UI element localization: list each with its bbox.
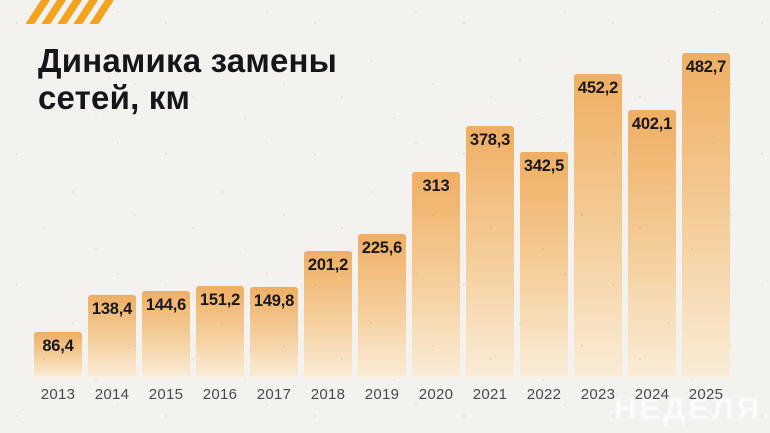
chart-title-line1: Динамика замены (38, 42, 338, 79)
bar-2020: 313 (412, 172, 460, 377)
bar-value-label: 342,5 (523, 157, 565, 175)
bar-chart: 86,4 2013 138,4 2014 144,6 2015 151,2 20… (34, 53, 730, 404)
bar-2023: 452,2 (574, 74, 622, 377)
bar-value-label: 149,8 (253, 292, 295, 310)
striped-brand-logo (25, 0, 114, 24)
bar-column: 86,4 2013 (34, 332, 82, 404)
bar-value-label: 151,2 (199, 291, 241, 309)
bar-2022: 342,5 (520, 152, 568, 377)
bar-column: 342,5 2022 (520, 152, 568, 404)
x-axis-year-label: 2020 (418, 386, 454, 403)
bar-column: 378,3 2021 (466, 126, 514, 404)
bar-column: 149,8 2017 (250, 287, 298, 404)
x-axis-year-label: 2014 (94, 386, 130, 403)
bar-2024: 402,1 (628, 110, 676, 377)
bar-2014: 138,4 (88, 295, 136, 377)
bar-column: 482,7 2025 (682, 53, 730, 404)
bar-2019: 225,6 (358, 234, 406, 377)
bar-column: 144,6 2015 (142, 291, 190, 404)
bar-value-label: 402,1 (631, 115, 673, 133)
chart-title-line2: сетей, км (38, 79, 191, 116)
x-axis-year-label: 2017 (256, 386, 292, 403)
bar-2025: 482,7 (682, 53, 730, 377)
bar-value-label: 482,7 (685, 58, 727, 76)
bar-value-label: 144,6 (145, 296, 187, 314)
x-axis-year-label: 2015 (148, 386, 184, 403)
bar-2013: 86,4 (34, 332, 82, 377)
chart-title: Динамика замены сетей, км (38, 42, 337, 116)
x-axis-year-label: 2025 (688, 386, 724, 403)
bar-value-label: 225,6 (361, 239, 403, 257)
x-axis-year-label: 2013 (40, 386, 76, 403)
bar-column: 402,1 2024 (628, 110, 676, 404)
bar-value-label: 452,2 (577, 79, 619, 97)
bar-value-label: 313 (422, 177, 450, 195)
bar-2018: 201,2 (304, 251, 352, 377)
bar-column: 225,6 2019 (358, 234, 406, 404)
x-axis-year-label: 2024 (634, 386, 670, 403)
watermark: НЕДЕЛЯ (614, 391, 762, 426)
x-axis-year-label: 2019 (364, 386, 400, 403)
bar-2021: 378,3 (466, 126, 514, 377)
x-axis-year-label: 2022 (526, 386, 562, 403)
bar-column: 138,4 2014 (88, 295, 136, 404)
bar-2017: 149,8 (250, 287, 298, 377)
bar-value-label: 86,4 (42, 337, 74, 355)
bar-column: 151,2 2016 (196, 286, 244, 404)
bar-2015: 144,6 (142, 291, 190, 377)
x-axis-year-label: 2016 (202, 386, 238, 403)
bar-2016: 151,2 (196, 286, 244, 377)
bar-value-label: 378,3 (469, 131, 511, 149)
bar-column: 201,2 2018 (304, 251, 352, 404)
x-axis-year-label: 2023 (580, 386, 616, 403)
bar-value-label: 201,2 (307, 256, 349, 274)
bar-column: 313 2020 (412, 172, 460, 404)
bar-value-label: 138,4 (91, 300, 133, 318)
x-axis-year-label: 2018 (310, 386, 346, 403)
bar-column: 452,2 2023 (574, 74, 622, 404)
x-axis-year-label: 2021 (472, 386, 508, 403)
